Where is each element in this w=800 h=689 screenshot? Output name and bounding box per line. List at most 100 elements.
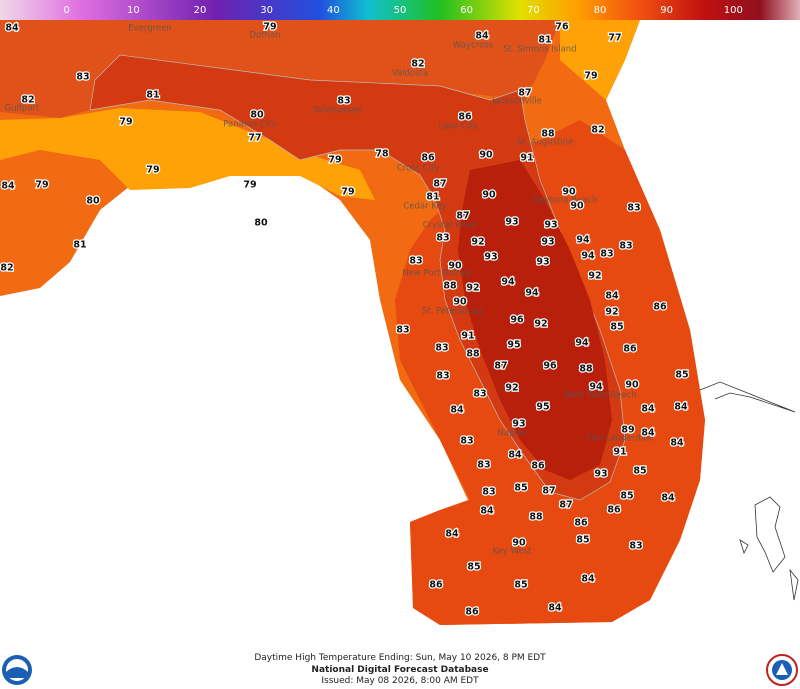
temperature-label: 84 <box>641 428 655 439</box>
city-label: Valdosta <box>392 69 428 79</box>
city-label: St. Augustine <box>517 138 574 148</box>
temperature-label: 94 <box>576 235 590 246</box>
colorbar-tick-label: 60 <box>460 5 473 16</box>
temperature-label: 91 <box>613 447 626 458</box>
temperature-label: 83 <box>435 343 448 354</box>
temperature-label: 81 <box>426 192 439 203</box>
temperature-label: 87 <box>559 500 572 511</box>
temperature-label: 92 <box>588 271 601 282</box>
temperature-label: 84 <box>605 291 619 302</box>
temperature-label: 85 <box>576 535 589 546</box>
temperature-label: 79 <box>263 22 276 33</box>
temperature-label: 80 <box>86 196 100 207</box>
temperature-label: 81 <box>146 90 159 101</box>
city-label: St. Simons Island <box>503 45 576 55</box>
temperature-label: 83 <box>477 460 490 471</box>
temperature-label: 93 <box>594 469 607 480</box>
temperature-label: 82 <box>411 59 424 70</box>
temperature-label: 90 <box>482 190 496 201</box>
temperature-label: 78 <box>375 149 389 160</box>
temperature-label: 82 <box>21 95 34 106</box>
temperature-label: 79 <box>584 71 597 82</box>
colorbar-tick-label: 40 <box>327 5 340 16</box>
city-label: Cedar Key <box>403 202 446 212</box>
temperature-label: 84 <box>674 402 688 413</box>
temperature-label: 94 <box>575 338 589 349</box>
temperature-label: 88 <box>541 129 555 140</box>
city-label: St. Petersburg <box>422 307 482 317</box>
temperature-label: 92 <box>534 319 547 330</box>
temperature-label: 88 <box>466 349 480 360</box>
colorbar-tick-label: 80 <box>594 5 607 16</box>
temperature-label: 86 <box>574 518 588 529</box>
noaa-logo <box>2 655 32 685</box>
temperature-label: 93 <box>541 237 554 248</box>
temperature-label: 87 <box>494 361 507 372</box>
temperature-label: 90 <box>512 538 526 549</box>
temperature-label: 86 <box>531 461 545 472</box>
temperature-label: 83 <box>629 541 642 552</box>
temperature-label: 90 <box>479 150 493 161</box>
temperature-label: 83 <box>436 371 449 382</box>
city-label: Evergreen <box>128 24 172 34</box>
temperature-label: 83 <box>460 436 473 447</box>
temperature-label: 90 <box>562 187 576 198</box>
temperature-label: 84 <box>581 574 595 585</box>
temperature-label: 94 <box>525 288 539 299</box>
temperature-label: 92 <box>605 307 618 318</box>
temperature-label: 93 <box>544 220 557 231</box>
temperature-label: 84 <box>475 31 489 42</box>
temperature-label: 92 <box>471 237 484 248</box>
temperature-label: 87 <box>433 179 446 190</box>
colorbar-tick-label: 0 <box>63 5 69 16</box>
temperature-label: 91 <box>520 153 533 164</box>
temperature-label: 84 <box>508 450 522 461</box>
city-label: Gulfport <box>5 104 40 114</box>
temperature-label: 81 <box>538 35 551 46</box>
temperature-label: 81 <box>73 240 86 251</box>
temperature-label: 83 <box>473 389 486 400</box>
temperature-label: 88 <box>529 512 543 523</box>
temperature-label: 90 <box>453 297 467 308</box>
footer-valid: Daytime High Temperature Ending: Sun, Ma… <box>254 653 546 663</box>
temperature-label: 83 <box>619 241 632 252</box>
temperature-label: 94 <box>581 251 595 262</box>
temperature-label: 83 <box>76 72 89 83</box>
temperature-label: 90 <box>625 380 639 391</box>
temperature-label: 93 <box>512 419 525 430</box>
temperature-label: 79 <box>119 117 132 128</box>
temperature-label: 85 <box>610 322 623 333</box>
temperature-label: 87 <box>542 486 555 497</box>
temperature-label: 89 <box>621 425 634 436</box>
temperature-label: 84 <box>445 529 459 540</box>
temperature-label: 91 <box>461 331 474 342</box>
temperature-label: 79 <box>341 187 354 198</box>
temperature-label: 85 <box>514 580 527 591</box>
temperature-label: 83 <box>337 96 350 107</box>
colorbar-tick-label: 50 <box>394 5 407 16</box>
temperature-label: 83 <box>436 233 449 244</box>
city-label: Fort Lauderdale <box>587 434 654 444</box>
cool-band <box>0 108 375 200</box>
temperature-label: 85 <box>620 491 633 502</box>
temperature-label: 86 <box>607 505 621 516</box>
islands <box>699 381 799 601</box>
temperature-label: 80 <box>250 110 264 121</box>
temperature-label: 86 <box>465 607 479 618</box>
temperature-label: 83 <box>482 487 495 498</box>
temperature-label: 94 <box>589 382 603 393</box>
temperature-label: 83 <box>627 203 640 214</box>
city-label: Waycross <box>453 41 494 51</box>
temperature-label: 86 <box>653 302 667 313</box>
temperature-label: 84 <box>641 404 655 415</box>
city-label: Crystal River <box>423 221 478 231</box>
temperature-label: 85 <box>467 562 480 573</box>
city-label: Lake City <box>438 122 477 132</box>
temperature-label: 77 <box>248 133 261 144</box>
temperature-label: 92 <box>466 283 479 294</box>
temperature-label: 92 <box>505 383 518 394</box>
temperature-label: 82 <box>0 263 13 274</box>
footer-bg <box>0 640 800 689</box>
colorbar-tick-label: 90 <box>660 5 673 16</box>
temperature-label: 87 <box>518 88 531 99</box>
